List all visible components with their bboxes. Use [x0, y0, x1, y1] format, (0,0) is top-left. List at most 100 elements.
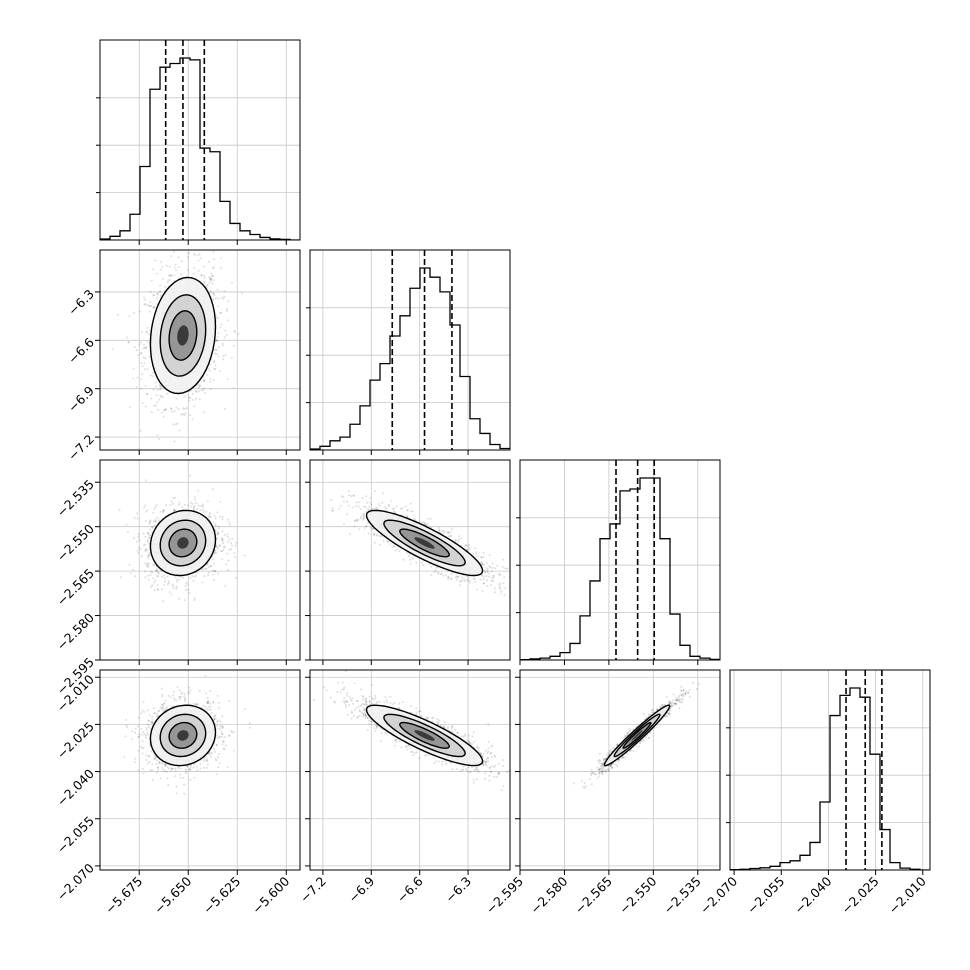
sample-point [141, 373, 144, 376]
sample-point [213, 361, 216, 363]
sample-point [213, 368, 216, 371]
sample-point [364, 505, 367, 508]
density-contour-3 [414, 537, 435, 549]
sample-point [150, 720, 153, 723]
sample-point [221, 733, 224, 735]
sample-point [218, 762, 221, 765]
sample-point [133, 537, 135, 540]
sample-point [203, 379, 206, 381]
sample-point [137, 769, 140, 771]
sample-point [355, 505, 358, 508]
sample-point [373, 533, 376, 536]
sample-point [449, 535, 452, 538]
sample-point [409, 553, 412, 556]
sample-point [178, 689, 181, 692]
sample-point [211, 573, 214, 576]
sample-point [195, 765, 198, 768]
sample-point [143, 362, 146, 365]
sample-point [366, 522, 369, 525]
sample-point [220, 266, 223, 269]
sample-point [206, 284, 209, 287]
sample-point [188, 396, 191, 399]
sample-point [468, 544, 471, 546]
sample-point [165, 408, 167, 411]
sample-point [200, 389, 203, 392]
panel-1-0 [95, 249, 301, 472]
sample-point [174, 508, 177, 511]
sample-point [480, 574, 483, 577]
sample-point [146, 304, 149, 307]
sample-point [213, 748, 216, 751]
sample-point [166, 392, 169, 395]
sample-point [499, 592, 502, 595]
sample-point [177, 578, 180, 581]
sample-point [215, 339, 218, 342]
sample-point [206, 373, 209, 376]
sample-point [406, 509, 409, 512]
sample-point [146, 539, 149, 542]
sample-point [198, 386, 201, 389]
sample-point [202, 508, 205, 511]
sample-point [162, 600, 165, 603]
sample-point [171, 470, 173, 472]
sample-point [165, 264, 168, 267]
sample-point [184, 395, 187, 398]
sample-point [139, 310, 141, 313]
sample-point [224, 585, 227, 588]
sample-point [219, 544, 222, 547]
sample-point [502, 558, 505, 561]
sample-point [193, 506, 196, 509]
sample-point [148, 536, 151, 539]
sample-point [222, 355, 225, 358]
sample-point [136, 377, 139, 379]
sample-point [380, 535, 383, 538]
sample-point [472, 552, 475, 555]
sample-point [382, 492, 384, 495]
sample-point [219, 257, 222, 260]
sample-point [213, 294, 216, 297]
sample-point [144, 535, 147, 538]
sample-point [493, 567, 496, 570]
sample-point [409, 558, 412, 561]
sample-point [158, 290, 161, 293]
sample-point [143, 506, 146, 509]
sample-point [209, 751, 212, 754]
sample-point [175, 406, 178, 409]
sample-point [220, 550, 223, 553]
sample-point [179, 767, 182, 770]
sample-point [375, 506, 378, 509]
sample-point [142, 356, 145, 359]
sample-point [382, 539, 385, 542]
sample-point [202, 389, 205, 392]
sample-point [225, 563, 228, 566]
sample-point [143, 710, 146, 713]
sample-point [386, 540, 389, 543]
sample-point [174, 576, 177, 579]
sample-point [207, 367, 210, 370]
sample-point [371, 508, 373, 511]
sample-point [146, 340, 149, 343]
panel-frame [99, 39, 301, 241]
sample-point [218, 515, 221, 518]
sample-point [212, 292, 215, 295]
sample-point [226, 319, 229, 322]
sample-point [370, 503, 373, 506]
sample-point [401, 506, 404, 509]
sample-point [144, 347, 147, 349]
sample-point [342, 500, 345, 503]
sample-point [226, 569, 229, 572]
sample-point [193, 254, 196, 257]
sample-point [490, 579, 493, 582]
sample-point [147, 733, 149, 736]
sample-point [345, 513, 348, 516]
sample-point [149, 290, 152, 293]
sample-point [362, 513, 364, 516]
sample-point [151, 525, 154, 528]
sample-point [387, 503, 390, 506]
sample-point [348, 494, 351, 497]
sample-point [500, 590, 503, 592]
sample-point [126, 530, 129, 533]
sample-point [184, 585, 187, 587]
sample-point [147, 724, 150, 727]
sample-point [234, 544, 237, 547]
